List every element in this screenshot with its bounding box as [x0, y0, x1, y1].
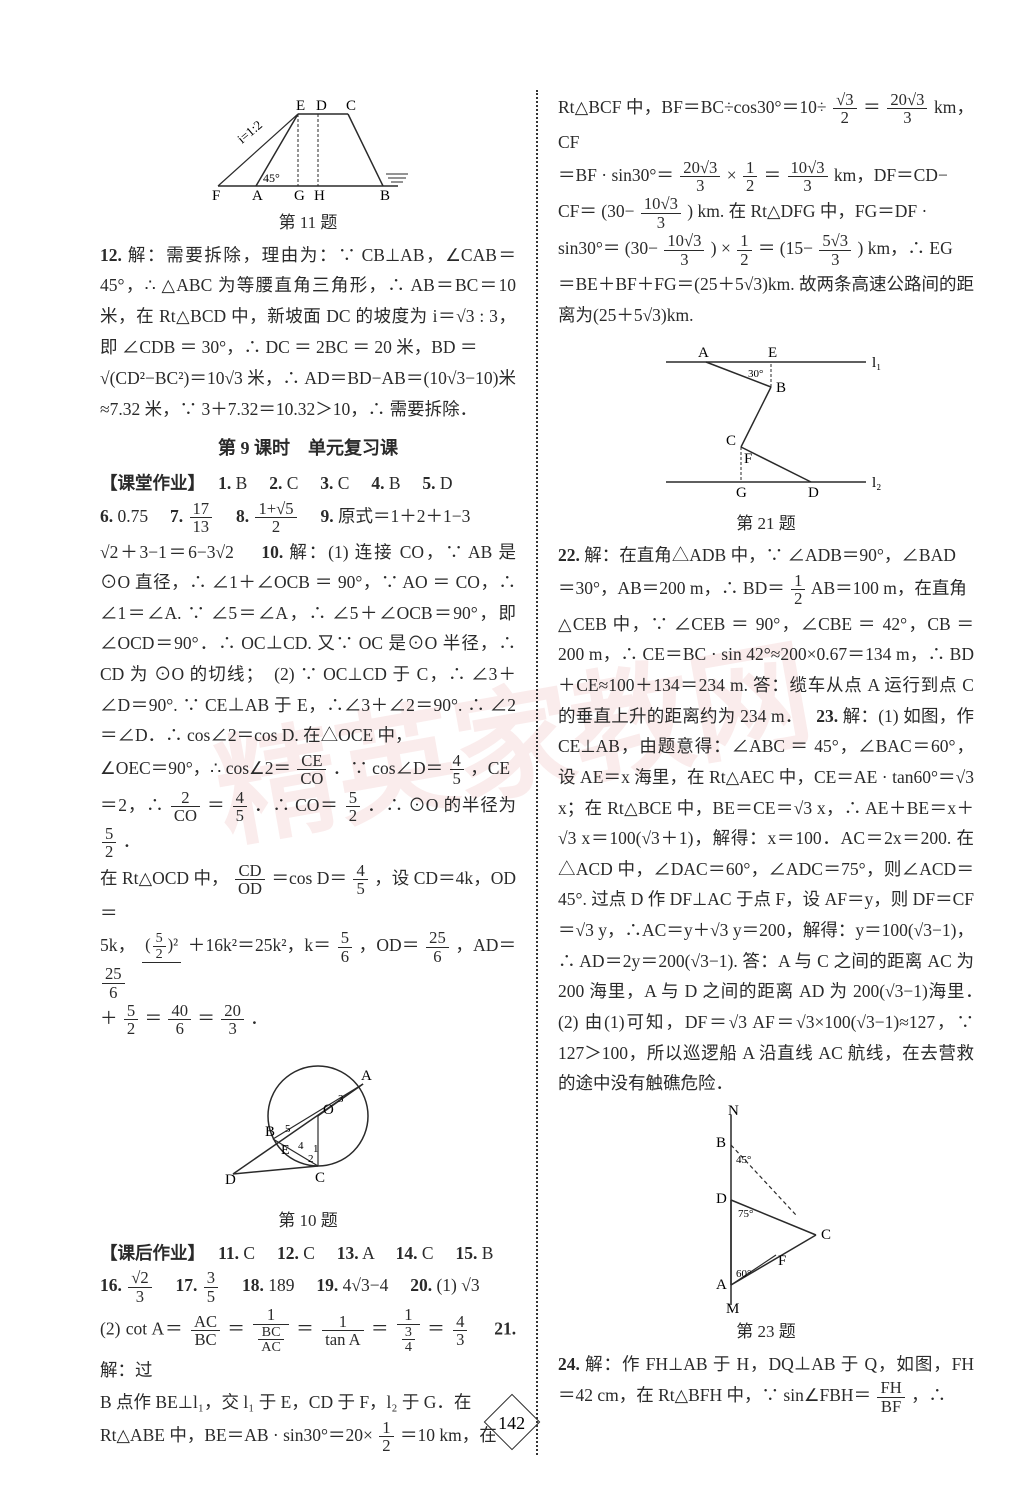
kehou-line1: 【课后作业】 11. C 12. C 13. A 14. C 15. B	[100, 1238, 516, 1269]
svg-text:A: A	[716, 1277, 727, 1293]
q12-label: 12.	[100, 245, 122, 265]
column-divider	[536, 90, 538, 1455]
svg-text:75°: 75°	[738, 1208, 753, 1220]
figure-11: E D C F A G H B 45° i=1:2 第 11 题	[100, 96, 516, 238]
svg-text:D: D	[716, 1191, 727, 1207]
svg-text:B: B	[265, 1124, 275, 1140]
q12-text-b: √(CD²−BC²)＝10√3 米，∴ AD＝BD−AB＝(10√3−10)米≈…	[100, 363, 516, 424]
page-number: 142	[492, 1402, 532, 1442]
q12-text-a: 解：需要拆除，理由为：∵ CB⊥AB，∠CAB＝45°，∴ △ABC 为等腰直角…	[100, 245, 516, 357]
svg-text:D: D	[316, 98, 327, 114]
ketang-line1: 【课堂作业】 1. B 2. C 3. C 4. B 5. D	[100, 468, 516, 499]
svg-text:A: A	[252, 188, 263, 204]
kt10-e: 5k， (52)² ＋16k²＝25k²，k＝ 56 ，OD＝ 256 ，AD＝…	[100, 929, 516, 1001]
svg-text:G: G	[294, 188, 305, 204]
fig23-caption: 第 23 题	[558, 1317, 974, 1347]
svg-text:l₂: l₂	[872, 475, 881, 491]
kt10-d: 在 Rt△OCD 中， CDOD ＝cos D＝ 45 ，设 CD＝4k，OD＝	[100, 862, 516, 929]
svg-text:B: B	[716, 1135, 726, 1151]
kh21b: B 点作 BE⊥l₁，交 l₁ 于 E，CD 于 F，l₂ 于 G．在	[100, 1387, 516, 1418]
figure-21: A E B C F G D l₁ l₂ 30° 第 21 题	[558, 337, 974, 539]
kh21c: Rt△ABE 中，BE＝AB · sin30°＝20× 12 ＝10 km，在	[100, 1419, 516, 1455]
svg-text:60°: 60°	[736, 1268, 751, 1280]
page-container: E D C F A G H B 45° i=1:2 第 11 题 12. 解：需…	[0, 0, 1024, 1495]
fig21-caption: 第 21 题	[558, 509, 974, 539]
q12: 12. 解：需要拆除，理由为：∵ CB⊥AB，∠CAB＝45°，∴ △ABC 为…	[100, 240, 516, 363]
r-line4: sin30°＝ (30− 10√33 ) × 12 ＝ (15− 5√33 ) …	[558, 232, 974, 268]
svg-text:E: E	[768, 345, 777, 361]
svg-text:N: N	[728, 1105, 739, 1119]
svg-text:l₁: l₁	[872, 355, 881, 371]
kehou-line2: 16. √23 17. 35 18. 189 19. 4√3−4 20. (1)…	[100, 1269, 516, 1305]
left-column: E D C F A G H B 45° i=1:2 第 11 题 12. 解：需…	[100, 90, 534, 1455]
svg-text:F: F	[744, 451, 752, 467]
svg-text:D: D	[808, 485, 819, 501]
svg-text:45°: 45°	[263, 171, 280, 185]
svg-text:B: B	[776, 380, 786, 396]
svg-text:D: D	[225, 1172, 236, 1188]
svg-text:M: M	[726, 1301, 739, 1315]
svg-text:F: F	[778, 1253, 786, 1269]
kt10-c: ＝2，∴ 2CO ＝ 45 ．∴ CO＝ 52 ．∴ ⊙O 的半径为 52 ．	[100, 789, 516, 861]
svg-text:i=1:2: i=1:2	[234, 117, 265, 146]
q22: 22. 解：在直角△ADB 中，∵ ∠ADB＝90°，∠BAD	[558, 540, 974, 571]
fig11-caption: 第 11 题	[100, 208, 516, 238]
q22b: ＝30°，AB＝200 m，∴ BD＝ 12 AB＝100 m，在直角	[558, 572, 974, 608]
ketang-line3: √2＋3−1＝6−3√2 10. 解：(1) 连接 CO，∵ AB 是 ⊙O 直…	[100, 537, 516, 751]
svg-text:3: 3	[338, 1093, 344, 1105]
q22c: △CEB 中，∵ ∠CEB ＝ 90°，∠CBE ＝ 42°，CB ＝ 200 …	[558, 609, 974, 1099]
kt10-f: ＋ 52 ＝ 406 ＝ 203 ．	[100, 1002, 516, 1038]
kt10-b: ∠OEC＝90°，∴ cos∠2＝ CECO ．∵ cos∠D＝ 45 ，CE	[100, 752, 516, 788]
r-line1: Rt△BCF 中，BF＝BC÷cos30°＝10÷ √32 ＝ 20√33 km…	[558, 91, 974, 158]
svg-text:A: A	[698, 345, 709, 361]
svg-text:B: B	[380, 188, 390, 204]
figure-10: A O B E D C 3 4 5 2 1 第 10 题	[100, 1044, 516, 1236]
ketang-label: 【课堂作业】	[100, 473, 196, 493]
fig10-caption: 第 10 题	[100, 1206, 516, 1236]
r-line3: CF＝ (30− 10√33 ) km. 在 Rt△DFG 中，FG＝DF ·	[558, 195, 974, 231]
svg-text:E: E	[296, 98, 305, 114]
svg-text:C: C	[726, 433, 736, 449]
r-line2: ＝BF · sin30°＝ 20√33 × 12 ＝ 10√33 km，DF＝C…	[558, 159, 974, 195]
r-line5: ＝BE＋BF＋FG＝(25＋5√3)km. 故两条高速公路间的距离为(25＋5√…	[558, 269, 974, 330]
svg-text:A: A	[361, 1068, 372, 1084]
svg-text:G: G	[736, 485, 747, 501]
svg-text:30°: 30°	[748, 368, 763, 380]
svg-text:4: 4	[298, 1140, 304, 1152]
svg-text:5: 5	[285, 1123, 291, 1135]
svg-text:F: F	[212, 188, 220, 204]
q24: 24. 解：作 FH⊥AB 于 H，DQ⊥AB 于 Q，如图，FH＝42 cm，…	[558, 1349, 974, 1416]
svg-text:C: C	[821, 1227, 831, 1243]
section-9-title: 第 9 课时 单元复习课	[100, 433, 516, 465]
svg-text:H: H	[314, 188, 325, 204]
svg-text:45°: 45°	[736, 1154, 751, 1166]
ketang-line2: 6. 0.75 7. 1713 8. 1+√52 9. 原式＝1＋2＋1−3	[100, 500, 516, 536]
svg-text:1: 1	[313, 1143, 319, 1155]
svg-text:C: C	[315, 1170, 325, 1186]
svg-text:C: C	[346, 98, 356, 114]
figure-23: N B D C F A M 45° 75° 60° 第 23 题	[558, 1105, 974, 1347]
kh20b: (2) cot A＝ ACBC ＝ 1BCAC ＝ 1tan A ＝ 134 ＝…	[100, 1306, 516, 1386]
svg-text:E: E	[281, 1143, 290, 1158]
kehou-label: 【课后作业】	[100, 1243, 196, 1263]
right-column: Rt△BCF 中，BF＝BC÷cos30°＝10÷ √32 ＝ 20√33 km…	[540, 90, 974, 1455]
svg-text:O: O	[323, 1102, 334, 1118]
